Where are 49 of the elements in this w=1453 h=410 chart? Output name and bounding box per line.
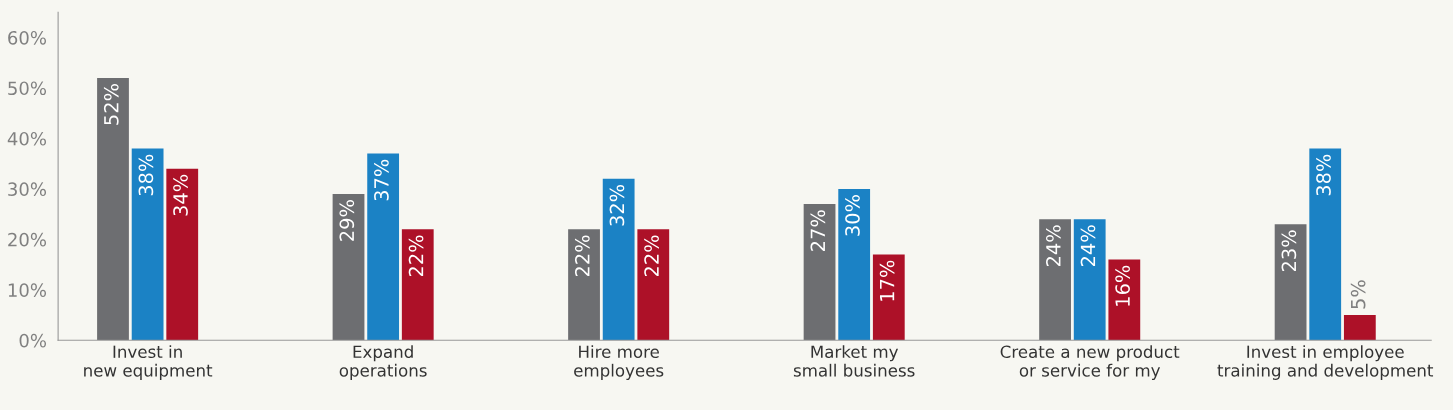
bar [1073, 219, 1106, 341]
data-label: 37% [374, 159, 389, 201]
data-label: 34% [173, 174, 188, 216]
bar [637, 229, 670, 341]
bar [1343, 315, 1376, 341]
bar [1108, 259, 1141, 341]
y-tick-label: 10% [8, 283, 47, 297]
data-label: 38% [1316, 154, 1331, 196]
bar [367, 153, 400, 341]
y-tick-label: 40% [7, 131, 47, 146]
x-tick-label: Hire more employees [574, 345, 664, 380]
data-label: 24% [1080, 225, 1096, 267]
bar [568, 229, 600, 341]
data-label: 27% [810, 210, 826, 251]
y-tick-label: 50% [8, 81, 47, 96]
x-tick-label: Create a new product or service for my [1000, 345, 1180, 380]
data-label: 23% [1281, 230, 1297, 272]
x-tick-label: Invest in new equipment [84, 345, 213, 380]
data-label: 24% [1046, 225, 1061, 267]
x-tick-label: Invest in employee training and development [1217, 345, 1434, 380]
x-tick-label: Expand operations [339, 345, 427, 380]
data-label: 16% [1115, 265, 1130, 306]
bar [332, 193, 365, 341]
y-tick-label: 0% [19, 333, 47, 348]
data-label: 22% [408, 235, 424, 277]
data-label: 22% [644, 235, 659, 277]
bar [166, 168, 199, 341]
data-label: 5% [1350, 280, 1366, 309]
y-tick-label: 20% [8, 232, 47, 247]
data-label: 30% [845, 195, 860, 236]
data-label: 22% [574, 235, 590, 277]
y-tick-label: 30% [8, 182, 47, 197]
bar [1039, 219, 1071, 341]
y-tick-label: 60% [8, 30, 47, 45]
bar [97, 77, 129, 341]
data-label: 17% [879, 260, 895, 301]
bar [803, 204, 836, 341]
data-label: 32% [609, 184, 625, 226]
bar [872, 254, 905, 341]
data-label: 29% [339, 200, 355, 241]
bar [1274, 224, 1307, 341]
data-label: 38% [138, 154, 154, 196]
bar [131, 148, 164, 341]
x-tick-label: Market my small business [793, 345, 915, 377]
bar [401, 229, 434, 341]
bar [602, 178, 635, 341]
data-label: 52% [103, 84, 119, 125]
bar [838, 188, 871, 341]
bar [1309, 148, 1342, 341]
